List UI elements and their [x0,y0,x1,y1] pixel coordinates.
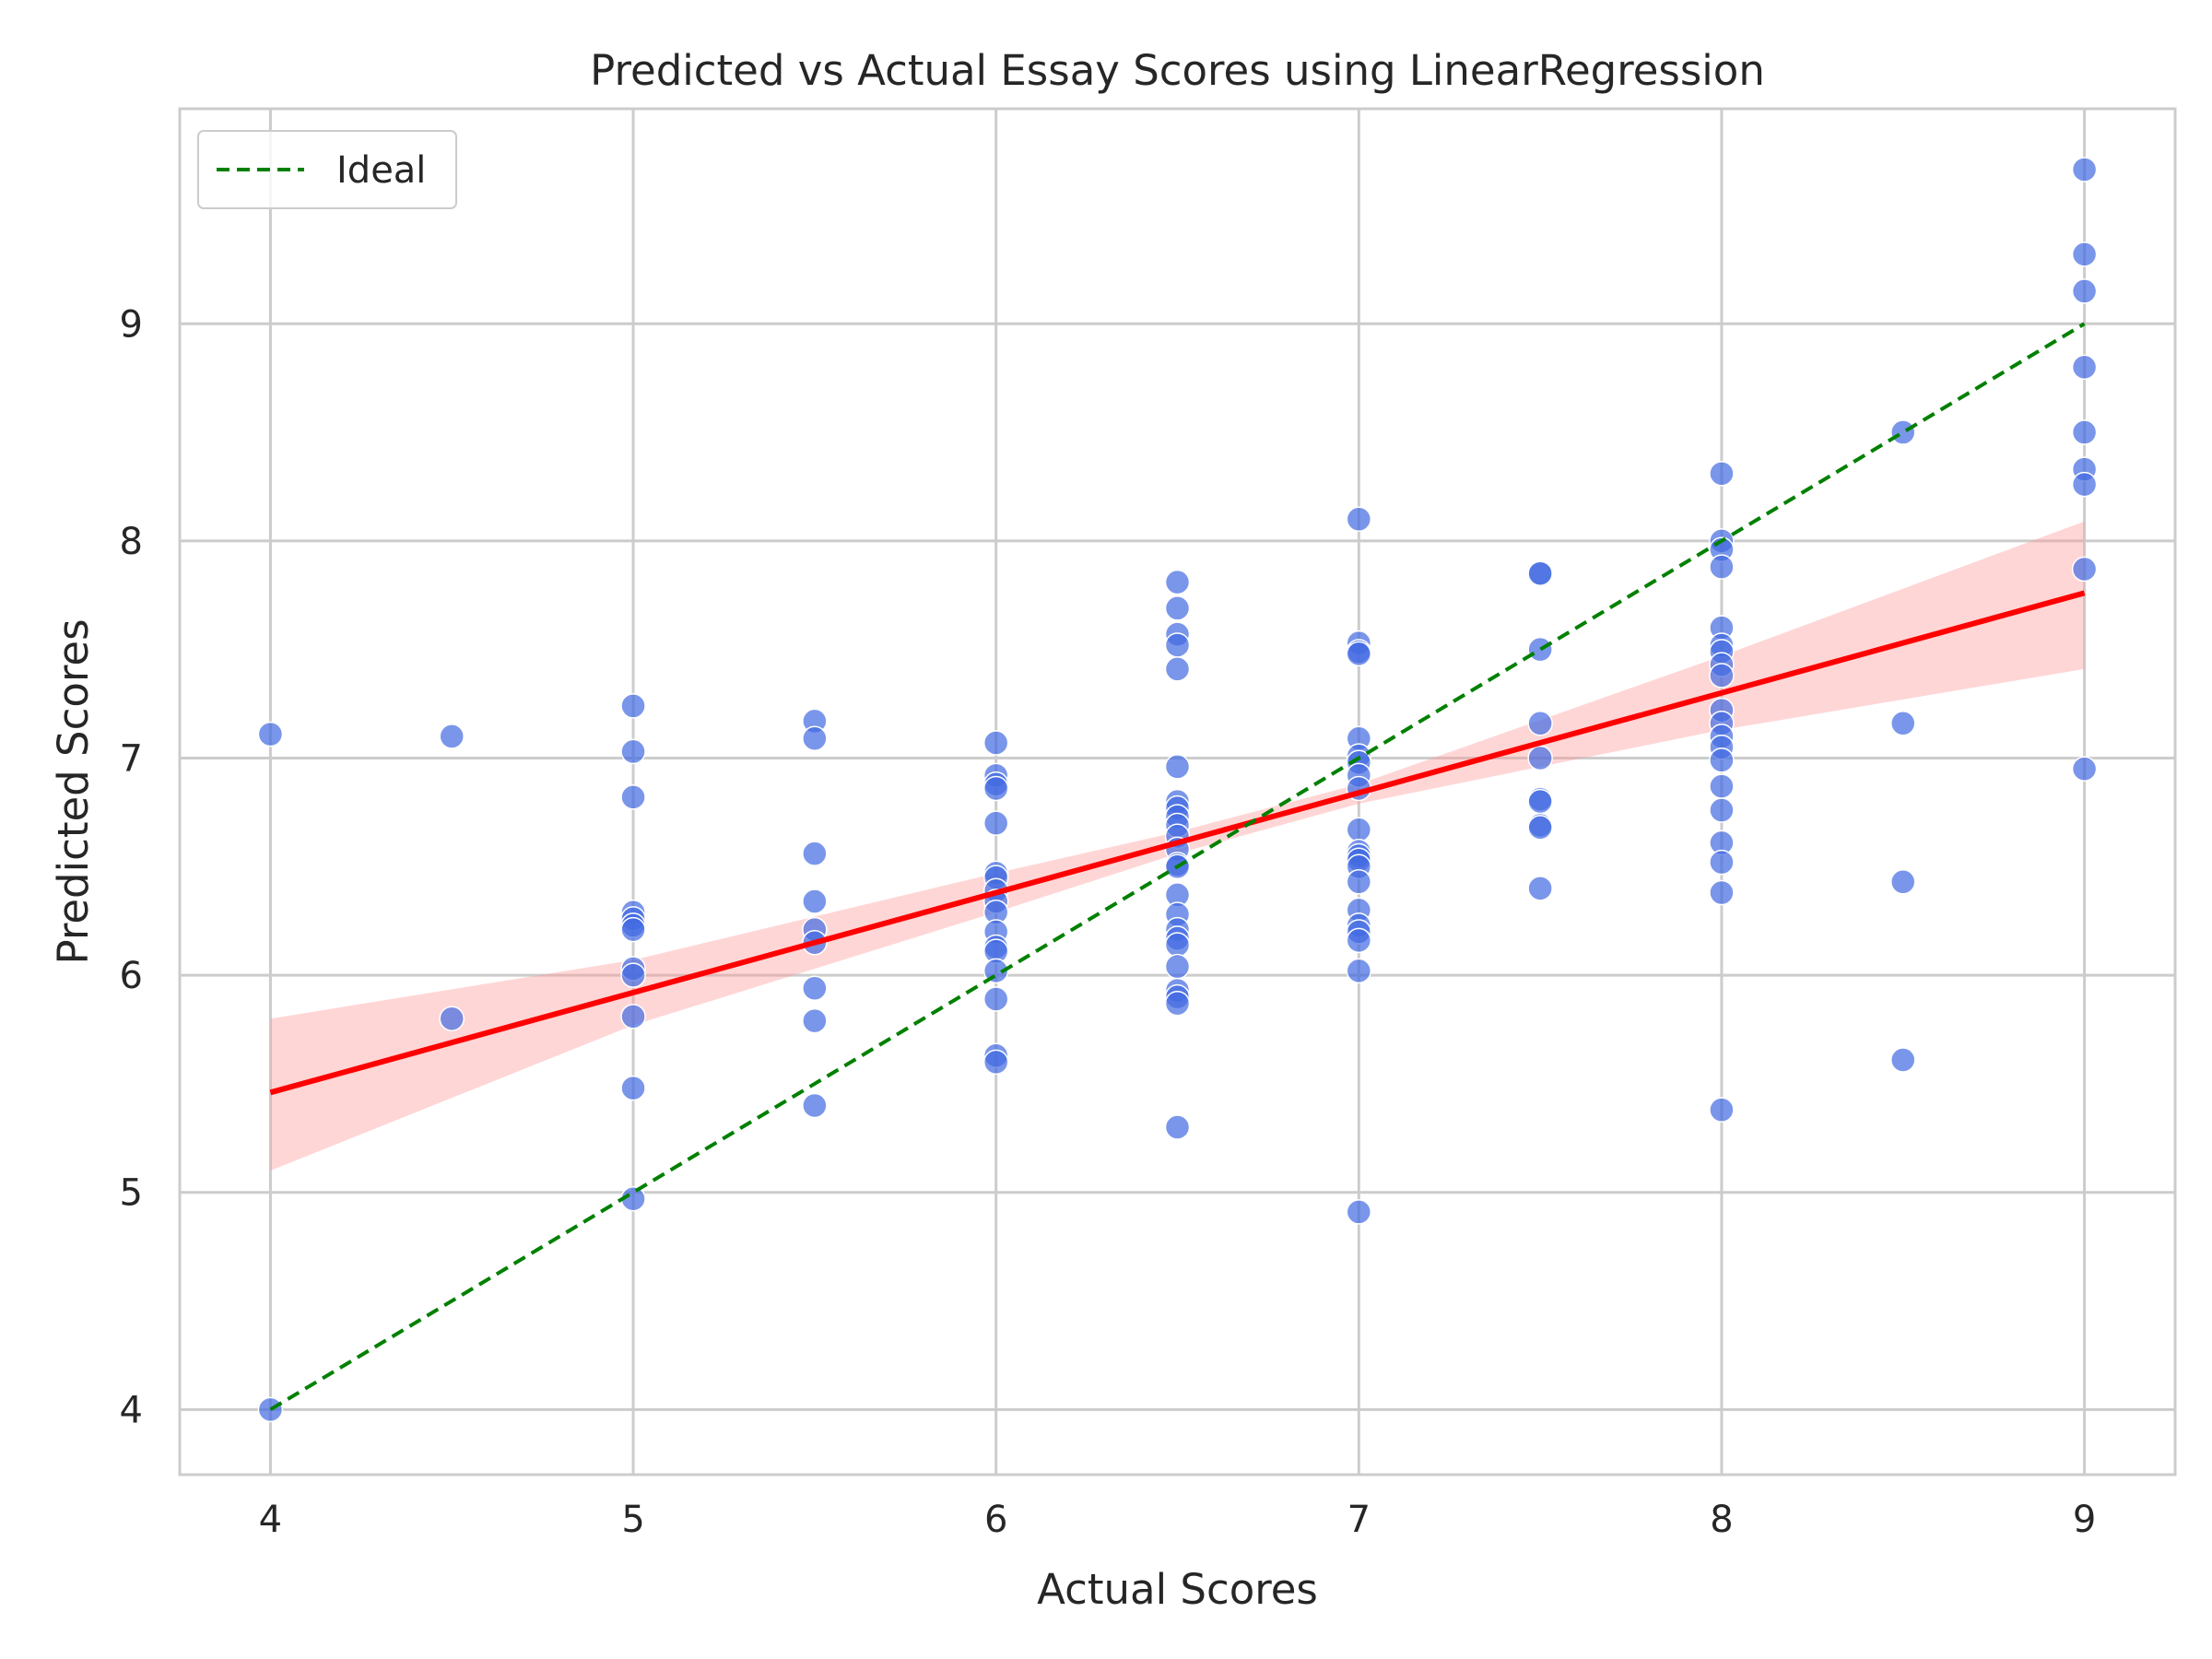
plot-frame [178,107,2177,1477]
data-point [1527,711,1553,736]
y-tick-label: 6 [120,955,143,997]
chart-title: Predicted vs Actual Essay Scores using L… [590,46,1765,95]
data-point [1346,817,1372,842]
data-point [1346,641,1372,667]
data-point [1164,595,1191,621]
data-point [439,1006,465,1031]
data-point [620,1004,646,1030]
data-point [620,738,646,765]
data-point [1164,632,1191,658]
y-tick-label: 5 [120,1172,143,1215]
data-point [2071,419,2098,445]
data-point [1709,879,1735,906]
data-point [1164,656,1191,682]
x-axis-label: Actual Scores [1037,1565,1318,1614]
data-point [1527,876,1553,901]
x-tick-label: 6 [984,1499,1007,1541]
data-point [982,986,1009,1012]
trend-lines [269,322,2086,1412]
legend: Ideal [197,130,457,209]
data-point [1709,773,1735,799]
data-point [2071,756,2098,782]
data-point [1164,754,1191,780]
legend-box [197,130,457,209]
data-point [620,1075,646,1101]
data-point [1164,569,1191,595]
data-point [802,841,828,866]
data-point [982,1049,1009,1076]
data-point [2071,157,2098,182]
data-point [1709,554,1735,580]
data-point [1164,1114,1191,1140]
data-point [1346,927,1372,954]
data-point [620,962,646,988]
data-point [1346,506,1372,533]
data-point [1709,849,1735,876]
data-point [982,730,1009,756]
data-point [1709,797,1735,823]
data-point [620,916,646,943]
data-point [1527,788,1553,815]
y-tick-label: 7 [120,737,143,780]
data-point [1164,932,1191,958]
data-point [1709,747,1735,773]
data-point [1164,990,1191,1017]
regression-line [269,590,2086,1096]
y-axis-label: Predicted Scores [49,618,98,964]
data-point [1527,815,1553,841]
y-tick-label: 4 [120,1389,143,1431]
data-point [1346,869,1372,895]
data-point [1346,1199,1372,1225]
data-point [1709,461,1735,487]
data-point [1890,1047,1916,1073]
data-point [257,721,284,747]
scatter-points [257,157,2098,1423]
data-point [620,693,646,719]
x-tick-label: 7 [1347,1499,1371,1541]
legend-ideal-label: Ideal [336,149,426,192]
data-point [1890,711,1916,736]
tick-labels: 4 5 6 7 8 9 4 5 6 7 8 9 [120,303,2097,1541]
data-point [802,1092,828,1119]
data-point [2071,471,2098,498]
data-point [1164,953,1191,980]
data-point [1346,958,1372,984]
data-point [2071,354,2098,381]
data-point [2071,241,2098,267]
data-point [1527,560,1553,586]
data-point [802,1007,828,1034]
x-tick-label: 8 [1710,1499,1733,1541]
data-point [802,975,828,1001]
data-point [1527,636,1553,663]
x-tick-label: 5 [621,1499,644,1541]
data-point [2071,556,2098,582]
data-point [620,784,646,810]
y-tick-label: 8 [120,521,143,563]
data-point [2071,278,2098,304]
data-point [802,725,828,752]
data-point [982,810,1009,836]
data-point [982,775,1009,802]
data-point [1709,663,1735,688]
data-point [1527,745,1553,771]
x-tick-label: 9 [2073,1499,2096,1541]
data-point [1890,869,1916,895]
data-point [439,724,465,749]
y-tick-label: 9 [120,303,143,346]
ideal-line [269,322,2086,1412]
data-point [802,888,828,914]
x-tick-label: 4 [259,1499,282,1541]
data-point [1709,1097,1735,1123]
data-point [1890,419,1916,445]
